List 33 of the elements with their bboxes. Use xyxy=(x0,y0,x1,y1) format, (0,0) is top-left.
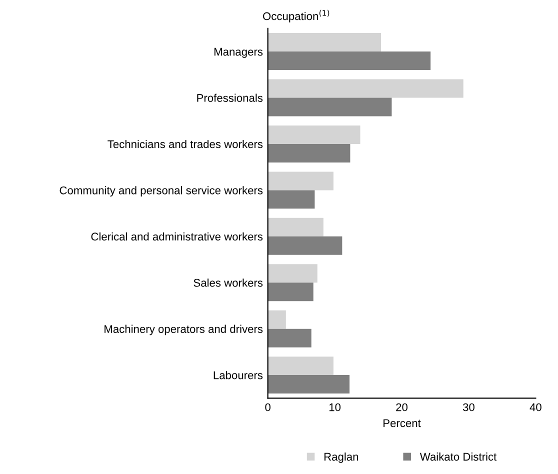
y-tick-label: Clerical and administrative workers xyxy=(91,232,263,241)
x-tick-label: 10 xyxy=(329,403,341,412)
y-tick-label: Labourers xyxy=(214,371,263,380)
bar xyxy=(268,144,350,162)
y-tick-label: Managers xyxy=(214,48,263,58)
bar xyxy=(268,375,350,394)
bar xyxy=(268,33,381,52)
y-tick-label: Technicians and trades workers xyxy=(108,140,263,148)
bar xyxy=(268,218,324,236)
bar xyxy=(268,190,315,209)
bar xyxy=(268,98,392,116)
bar xyxy=(268,356,334,376)
x-axis-title: Percent xyxy=(384,419,421,428)
bar xyxy=(268,52,431,70)
chart-title: Occupation$^{(1)}$ xyxy=(263,10,330,22)
x-tick-label: 20 xyxy=(396,403,408,412)
x-tick-label: 30 xyxy=(462,403,474,412)
y-tick-label: Professionals xyxy=(197,94,263,102)
x-tick-label: 40 xyxy=(530,403,542,412)
bar xyxy=(268,125,360,144)
y-tick-label: Machinery operators and drivers xyxy=(104,324,263,336)
bar xyxy=(268,310,286,329)
bar xyxy=(268,264,318,283)
bar xyxy=(268,328,312,348)
y-tick-label: Sales workers xyxy=(194,278,263,287)
bar xyxy=(268,282,314,302)
bar xyxy=(268,236,342,255)
bar xyxy=(268,79,464,98)
bar xyxy=(268,172,334,190)
y-tick-label: Community and personal service workers xyxy=(60,186,263,197)
x-tick-label: 0 xyxy=(265,403,270,412)
legend-label: Waikato District xyxy=(420,452,497,461)
legend-label: Raglan xyxy=(324,452,358,463)
